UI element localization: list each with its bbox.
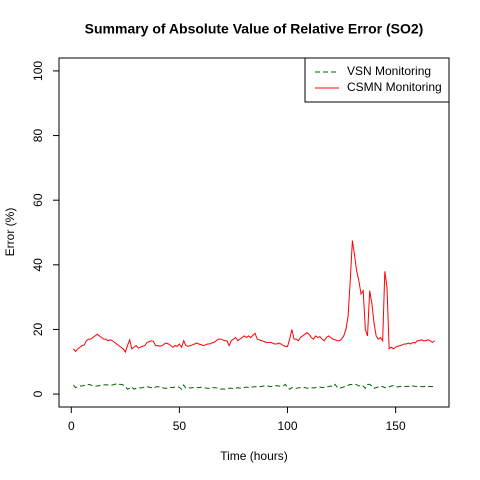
y-tick-label: 80	[31, 129, 45, 143]
x-axis-label: Time (hours)	[220, 449, 288, 463]
y-tick-label: 100	[31, 61, 45, 81]
plot-frame	[58, 57, 450, 408]
legend-box	[304, 57, 450, 103]
y-axis-label: Error (%)	[3, 208, 17, 257]
y-tick-label: 60	[31, 193, 45, 207]
y-tick-label: 40	[31, 258, 45, 272]
chart-title: Summary of Absolute Value of Relative Er…	[85, 21, 424, 37]
x-tick-label: 50	[173, 419, 187, 433]
series-line	[73, 240, 435, 354]
x-tick-label: 150	[386, 419, 406, 433]
series-line	[73, 383, 435, 391]
x-tick-label: 0	[68, 419, 75, 433]
legend-label: VSN Monitoring	[347, 64, 431, 78]
y-tick-label: 0	[31, 390, 45, 397]
legend-label: CSMN Monitoring	[347, 80, 442, 94]
y-tick-label: 20	[31, 322, 45, 336]
x-tick-label: 100	[278, 419, 298, 433]
